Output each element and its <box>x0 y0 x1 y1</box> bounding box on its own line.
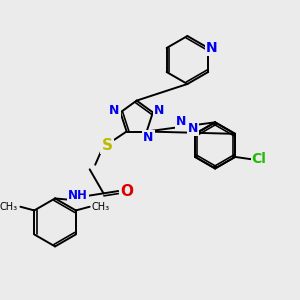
Text: N: N <box>143 131 154 144</box>
Text: N: N <box>109 104 120 117</box>
Text: N: N <box>154 104 164 117</box>
Text: CH₃: CH₃ <box>92 202 110 212</box>
Text: N: N <box>206 41 218 55</box>
Text: Cl: Cl <box>252 152 266 166</box>
Text: N: N <box>188 122 198 135</box>
Text: S: S <box>102 138 113 153</box>
Text: O: O <box>120 184 133 199</box>
Text: N: N <box>176 115 186 128</box>
Text: NH: NH <box>68 189 88 202</box>
Text: CH₃: CH₃ <box>0 202 18 212</box>
